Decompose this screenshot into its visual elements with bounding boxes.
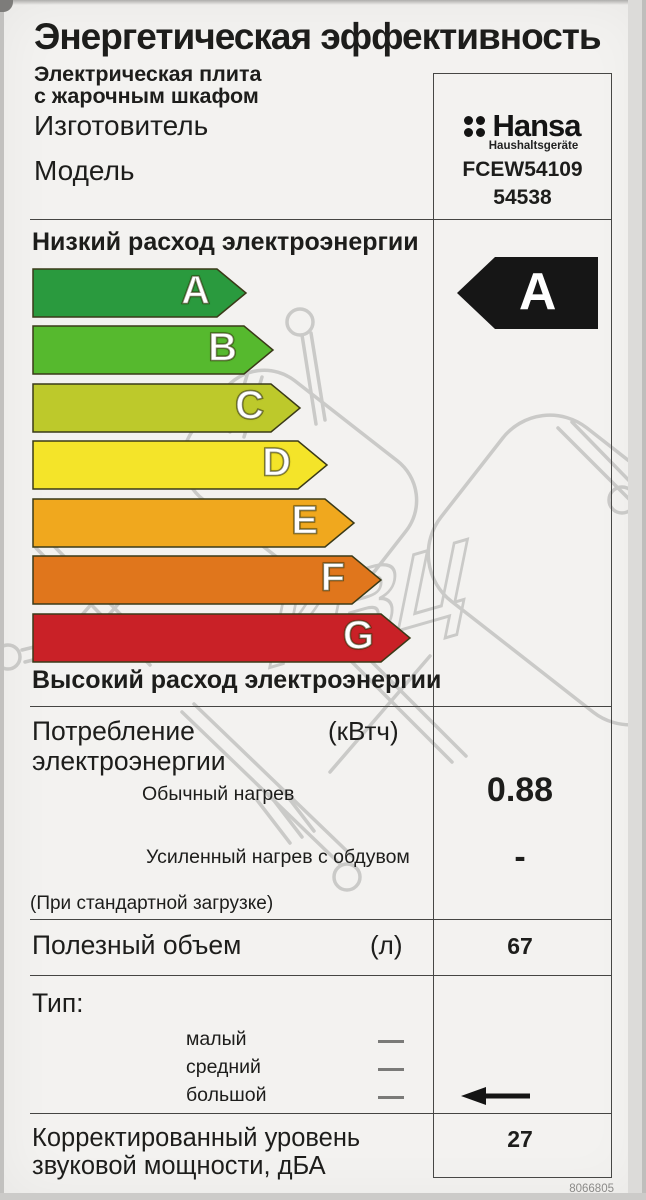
photo-edge <box>628 0 646 1200</box>
type-label: Тип: <box>32 988 84 1018</box>
manufacturer-label: Изготовитель <box>34 110 209 141</box>
energy-class-letter: G <box>342 613 375 659</box>
model-number: 54538 <box>493 186 552 209</box>
energy-class-bar-c: C <box>32 383 302 433</box>
consumption-unit: (кВтч) <box>328 716 399 746</box>
type-option-large: большой <box>186 1084 267 1106</box>
brand-name: Hansa <box>492 108 581 143</box>
energy-class-letter: E <box>291 498 319 544</box>
type-option-small: малый <box>186 1028 247 1050</box>
divider <box>30 919 612 920</box>
photo-edge <box>0 0 646 5</box>
appliance-type-line1: Электрическая плита <box>34 62 262 86</box>
energy-class-letter: A <box>180 268 210 314</box>
low-consumption-label: Низкий расход электроэнергии <box>32 228 419 256</box>
photo-edge <box>0 1193 646 1200</box>
volume-value: 67 <box>507 933 533 959</box>
divider <box>30 219 612 220</box>
right-column-box <box>433 73 612 1178</box>
high-consumption-label: Высокий расход электроэнергии <box>32 666 442 694</box>
energy-class-bar-f: F <box>32 555 383 605</box>
photo-edge <box>0 0 4 1200</box>
selected-type-arrow-icon <box>461 1087 530 1105</box>
noise-label-line1: Корректированный уровень <box>32 1124 361 1152</box>
energy-class-letter: F <box>320 555 346 601</box>
divider <box>30 975 612 976</box>
consumption-label-line2: электроэнергии <box>32 746 226 776</box>
energy-class-bar-e: E <box>32 498 356 548</box>
label-code: 8066805 <box>569 1183 614 1195</box>
type-dash <box>378 1040 404 1043</box>
brand-logo: Hansa <box>433 108 612 144</box>
type-dash <box>378 1096 404 1099</box>
type-dash <box>378 1068 404 1071</box>
volume-unit: (л) <box>370 930 403 960</box>
normal-heating-label: Обычный нагрев <box>142 783 295 805</box>
type-option-medium: средний <box>186 1056 261 1078</box>
consumption-label-line1: Потребление <box>32 716 195 746</box>
model-code: FCEW54109 <box>462 158 583 181</box>
page-title: Энергетическая эффективность <box>34 16 602 57</box>
energy-class-bar-g: G <box>32 613 412 663</box>
normal-heating-value: 0.88 <box>486 771 554 809</box>
energy-class-bar-b: B <box>32 325 275 375</box>
appliance-type-line2: с жарочным шкафом <box>34 84 259 108</box>
energy-class-letter: D <box>261 440 291 486</box>
forced-heating-label: Усиленный нагрев с обдувом <box>146 846 410 868</box>
energy-class-bar-d: D <box>32 440 329 490</box>
model-label: Модель <box>34 155 135 186</box>
divider <box>30 706 612 707</box>
energy-class-letter: B <box>207 325 237 371</box>
divider <box>30 1113 612 1114</box>
hansa-dots-icon <box>464 115 486 137</box>
noise-value: 27 <box>507 1126 533 1152</box>
brand-subtitle: Haushaltsgeräte <box>488 140 579 152</box>
volume-label: Полезный объем <box>32 930 242 960</box>
rating-arrow: A <box>455 255 600 331</box>
standard-load-note: (При стандартной загрузке) <box>30 893 274 914</box>
rating-letter: A <box>518 262 557 321</box>
energy-class-letter: C <box>234 383 264 429</box>
noise-label-line2: звуковой мощности, дБА <box>32 1152 326 1180</box>
watermark-circle <box>285 307 315 337</box>
forced-heating-value: - <box>514 838 526 876</box>
energy-class-bar-a: A <box>32 268 248 318</box>
photo-corner-mark <box>0 0 13 12</box>
